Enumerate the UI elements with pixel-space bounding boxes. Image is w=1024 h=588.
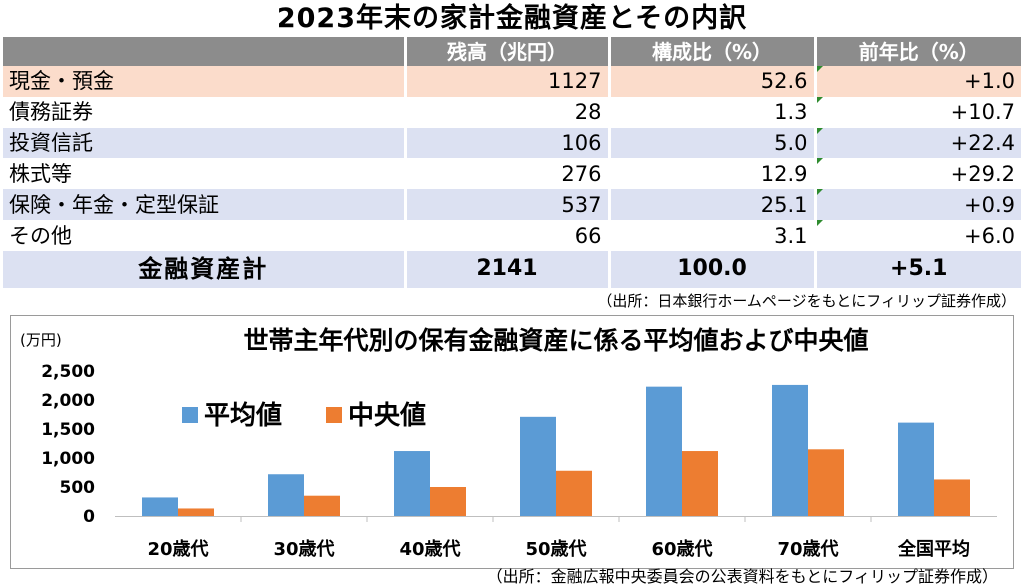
row-balance: 276 xyxy=(403,158,609,190)
table-header-row: 残高（兆円） 構成比（%） 前年比（%） xyxy=(3,37,1021,66)
bar-mean xyxy=(142,497,178,516)
y-tick-label: 1,000 xyxy=(41,449,95,469)
header-share: 構成比（%） xyxy=(607,37,815,66)
row-share: 52.6 xyxy=(607,66,815,97)
row-yoy: +0.9 xyxy=(813,189,1021,221)
page-title: 2023年末の家計金融資産とその内訳 xyxy=(276,3,748,34)
row-balance: 28 xyxy=(403,96,609,128)
row-label: その他 xyxy=(3,220,405,251)
table-row: 投資信託 106 5.0 +22.4 xyxy=(3,127,1021,159)
y-tick-label: 1,500 xyxy=(41,420,95,440)
row-label: 株式等 xyxy=(3,158,405,190)
row-yoy: +6.0 xyxy=(813,220,1021,251)
row-yoy: +1.0 xyxy=(813,66,1021,97)
row-share: 25.1 xyxy=(607,189,815,221)
row-share: 3.1 xyxy=(607,220,815,251)
total-label: 金融資産計 xyxy=(3,250,405,288)
bar-mean xyxy=(268,474,304,516)
legend-label: 平均値 xyxy=(204,401,282,431)
table-row: 現金・預金 1127 52.6 +1.0 xyxy=(3,66,1021,97)
table-row: その他 66 3.1 +6.0 xyxy=(3,220,1021,251)
bar-mean xyxy=(394,451,430,516)
total-balance: 2141 xyxy=(403,250,609,288)
asset-table: 残高（兆円） 構成比（%） 前年比（%） 現金・預金 1127 52.6 +1.… xyxy=(3,37,1021,288)
table-total-row: 金融資産計 2141 100.0 +5.1 xyxy=(3,250,1021,288)
x-tick-label: 20歳代 xyxy=(147,539,208,560)
row-share: 12.9 xyxy=(607,158,815,190)
bar-median xyxy=(178,508,214,516)
y-tick-label: 2,500 xyxy=(41,362,95,382)
y-axis-unit-label: (万円) xyxy=(20,331,62,349)
legend-swatch xyxy=(326,407,342,423)
row-yoy: +29.2 xyxy=(813,158,1021,190)
chart-source-note: （出所：金融広報中央委員会の公表資料をもとにフィリップ証券作成） xyxy=(486,567,998,586)
chart-title: 世帯主年代別の保有金融資産に係る平均値および中央値 xyxy=(243,326,868,355)
y-tick-label: 2,000 xyxy=(41,391,95,411)
table-source-note: （出所：日本銀行ホームページをもとにフィリップ証券作成） xyxy=(597,292,1016,310)
bar-chart: 世帯主年代別の保有金融資産に係る平均値および中央値 (万円) 0 500 1,000 1,… xyxy=(20,326,997,560)
row-balance: 106 xyxy=(403,127,609,159)
table-row: 株式等 276 12.9 +29.2 xyxy=(3,158,1021,190)
row-balance: 66 xyxy=(403,220,609,251)
x-tick-label: 40歳代 xyxy=(399,539,460,560)
legend-label: 中央値 xyxy=(348,401,426,431)
chart-frame: 世帯主年代別の保有金融資産に係る平均値および中央値 (万円) 0 500 1,000 1,… xyxy=(10,315,1014,569)
total-share: 100.0 xyxy=(607,250,815,288)
row-label: 保険・年金・定型保証 xyxy=(3,189,405,221)
bar-median xyxy=(682,451,718,516)
bar-mean xyxy=(898,422,934,516)
x-tick-label: 全国平均 xyxy=(897,538,970,560)
y-tick-label: 0 xyxy=(83,507,95,527)
bar-median xyxy=(304,495,340,516)
y-tick-label: 500 xyxy=(60,478,96,498)
total-yoy: +5.1 xyxy=(813,250,1021,288)
bar-mean xyxy=(772,384,808,516)
row-share: 1.3 xyxy=(607,96,815,128)
row-label: 現金・預金 xyxy=(3,66,405,97)
row-label: 投資信託 xyxy=(3,127,405,159)
bar-median xyxy=(430,487,466,516)
x-tick-label: 50歳代 xyxy=(525,539,586,560)
row-balance: 537 xyxy=(403,189,609,221)
table-row: 保険・年金・定型保証 537 25.1 +0.9 xyxy=(3,189,1021,221)
row-yoy: +22.4 xyxy=(813,127,1021,159)
x-tick-label: 30歳代 xyxy=(273,539,334,560)
bar-median xyxy=(556,470,592,516)
x-tick-label: 70歳代 xyxy=(777,539,838,560)
header-yoy: 前年比（%） xyxy=(813,37,1021,66)
row-label: 債務証券 xyxy=(3,96,405,128)
bar-mean xyxy=(646,386,682,516)
table-row: 債務証券 28 1.3 +10.7 xyxy=(3,96,1021,128)
row-yoy: +10.7 xyxy=(813,96,1021,128)
bar-mean xyxy=(520,416,556,516)
row-balance: 1127 xyxy=(403,66,609,97)
header-balance: 残高（兆円） xyxy=(403,37,609,66)
bar-median xyxy=(808,449,844,516)
bar-median xyxy=(934,479,970,516)
x-tick-label: 60歳代 xyxy=(651,539,712,560)
header-label xyxy=(3,37,405,66)
row-share: 5.0 xyxy=(607,127,815,159)
legend-swatch xyxy=(182,407,198,423)
